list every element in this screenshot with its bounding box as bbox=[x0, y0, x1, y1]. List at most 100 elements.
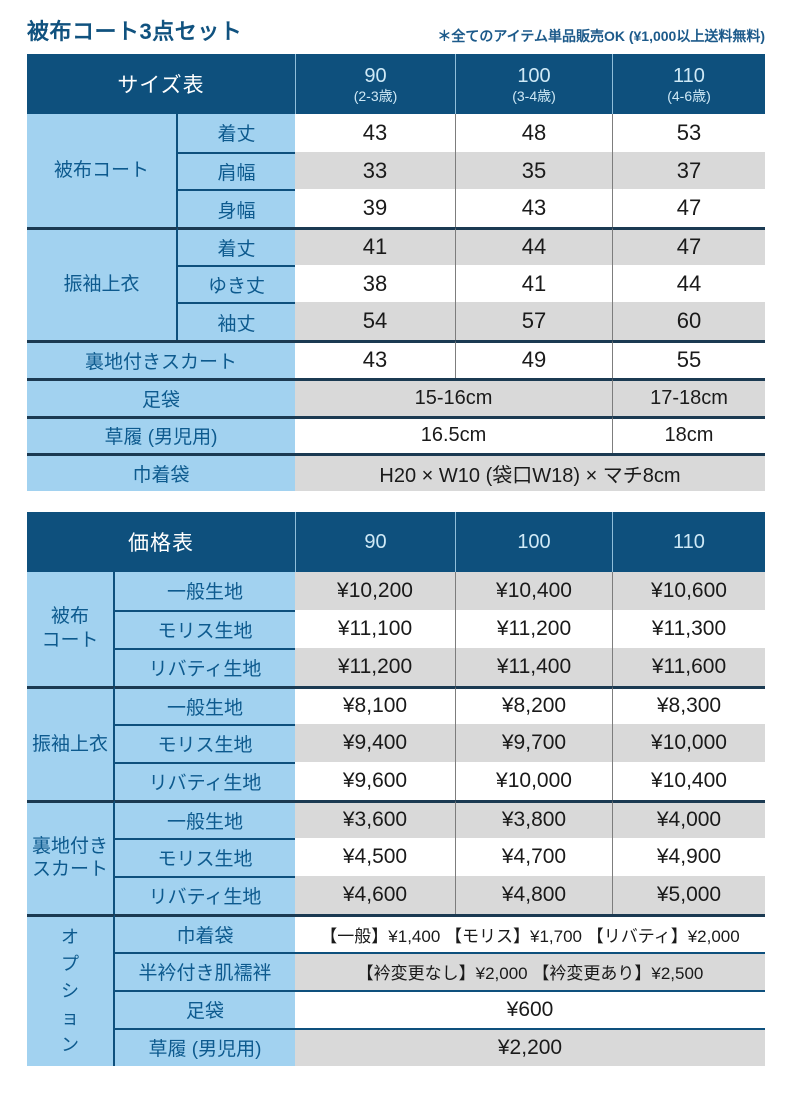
size-row-kinchaku: 巾着袋 H20 × W10 (袋口W18) × マチ8cm bbox=[27, 453, 765, 491]
price-table-title: 価格表 bbox=[128, 531, 194, 555]
price-column-size: 90 bbox=[364, 530, 387, 553]
price-value: ¥4,000 bbox=[612, 799, 765, 838]
size-value: 39 bbox=[295, 189, 455, 228]
option-label: 半衿付き肌襦袢 bbox=[115, 951, 295, 990]
fabric-label: モリス生地 bbox=[115, 723, 295, 762]
row-label: 裏地付きスカート bbox=[27, 340, 295, 378]
page-title: 被布コート3点セット bbox=[27, 19, 243, 44]
size-value: 44 bbox=[455, 227, 612, 265]
size-value: 53 bbox=[612, 114, 765, 152]
fabric-label: 一般生地 bbox=[115, 799, 295, 838]
fabric-label: 一般生地 bbox=[115, 685, 295, 724]
category-line: 振袖上衣 bbox=[31, 733, 108, 755]
row-label: 草履 (男児用) bbox=[27, 415, 295, 454]
price-value: ¥3,600 bbox=[295, 799, 455, 838]
size-value: 33 bbox=[295, 151, 455, 190]
category-cell: 被布コート bbox=[27, 114, 178, 228]
page-header: 被布コート3点セット ＊全てのアイテム単品販売OK (¥1,000以上送料無料) bbox=[27, 14, 765, 46]
price-column-size: 100 bbox=[517, 530, 551, 553]
category-line: 被布 bbox=[50, 606, 89, 628]
sales-note: ＊全てのアイテム単品販売OK (¥1,000以上送料無料) bbox=[437, 28, 765, 44]
price-value: ¥9,400 bbox=[295, 723, 455, 762]
price-value: ¥3,800 bbox=[455, 799, 612, 838]
price-value: ¥10,000 bbox=[612, 723, 765, 762]
price-value: ¥10,400 bbox=[455, 571, 612, 610]
option-value: ¥600 bbox=[295, 989, 765, 1028]
price-section-furisode-top: 振袖上衣 一般生地 ¥8,100 ¥8,200 ¥8,300 モリス生地 ¥9,… bbox=[27, 685, 765, 800]
category-cell: 裏地付き スカート bbox=[27, 799, 115, 914]
price-value: ¥8,200 bbox=[455, 685, 612, 724]
price-section-options: オプション 巾着袋 【一般】¥1,400 【モリス】¥1,700 【リバティ】¥… bbox=[27, 913, 765, 1066]
fabric-label: モリス生地 bbox=[115, 609, 295, 648]
size-value: 35 bbox=[455, 151, 612, 190]
price-column-header-100: 100 bbox=[455, 511, 612, 572]
size-table-header: サイズ表 90 (2-3歳) 100 (3-4歳) 110 (4-6歳) bbox=[27, 54, 765, 114]
row-label: 肩幅 bbox=[178, 151, 295, 190]
size-value: 44 bbox=[612, 264, 765, 303]
category-line: スカート bbox=[31, 859, 108, 881]
size-row-tabi: 足袋 15-16cm 17-18cm bbox=[27, 377, 765, 416]
fabric-label: モリス生地 bbox=[115, 837, 295, 876]
price-value: ¥8,100 bbox=[295, 685, 455, 724]
price-value: ¥11,300 bbox=[612, 609, 765, 648]
fabric-label: リバティ生地 bbox=[115, 647, 295, 686]
price-section-hifu-coat: 被布 コート 一般生地 ¥10,200 ¥10,400 ¥10,600 モリス生地… bbox=[27, 571, 765, 686]
price-section-lined-skirt: 裏地付き スカート 一般生地 ¥3,600 ¥3,800 ¥4,000 モリス生地… bbox=[27, 799, 765, 914]
price-column-header-110: 110 bbox=[612, 511, 765, 572]
option-value: 【一般】¥1,400 【モリス】¥1,700 【リバティ】¥2,000 bbox=[295, 913, 765, 952]
size-value: 43 bbox=[295, 340, 455, 378]
size-value: 17-18cm bbox=[612, 377, 765, 416]
size-column-size: 90 bbox=[364, 64, 387, 87]
price-value: ¥10,400 bbox=[612, 761, 765, 800]
price-column-size: 110 bbox=[673, 530, 705, 553]
row-label: ゆき丈 bbox=[178, 264, 295, 303]
fabric-label: 一般生地 bbox=[115, 571, 295, 610]
merged-size-value: 15-16cm bbox=[295, 377, 612, 416]
size-value: 49 bbox=[455, 340, 612, 378]
price-column-header-90: 90 bbox=[295, 511, 455, 572]
size-row-zori: 草履 (男児用) 16.5cm 18cm bbox=[27, 415, 765, 454]
option-label: 草履 (男児用) bbox=[115, 1027, 295, 1066]
price-value: ¥8,300 bbox=[612, 685, 765, 724]
row-label: 足袋 bbox=[27, 377, 295, 416]
size-table-title: サイズ表 bbox=[117, 74, 205, 97]
size-section-hifu-coat: 被布コート 着丈 43 48 53 肩幅 33 35 37 身幅 39 43 4… bbox=[27, 114, 765, 228]
size-value: 18cm bbox=[612, 415, 765, 454]
price-value: ¥11,200 bbox=[295, 647, 455, 686]
row-label: 巾着袋 bbox=[27, 453, 295, 491]
option-value: ¥2,200 bbox=[295, 1027, 765, 1066]
size-section-furisode-top: 振袖上衣 着丈 41 44 47 ゆき丈 38 41 44 袖丈 54 57 6… bbox=[27, 227, 765, 341]
size-column-size: 100 bbox=[517, 64, 551, 87]
price-table-header: 価格表 90 100 110 bbox=[27, 511, 765, 572]
price-table: 価格表 90 100 110 被布 コート 一般生地 ¥10,200 ¥10,40… bbox=[27, 511, 765, 1066]
size-column-header-100: 100 (3-4歳) bbox=[455, 54, 612, 114]
size-table: サイズ表 90 (2-3歳) 100 (3-4歳) 110 (4-6歳) 被布コ… bbox=[27, 54, 765, 491]
merged-size-value: H20 × W10 (袋口W18) × マチ8cm bbox=[295, 453, 765, 491]
row-label: 着丈 bbox=[178, 227, 295, 265]
size-column-age: (3-4歳) bbox=[512, 87, 556, 104]
size-value: 48 bbox=[455, 114, 612, 152]
category-cell: 振袖上衣 bbox=[27, 685, 115, 800]
category-cell: オプション bbox=[27, 913, 115, 1066]
size-value: 41 bbox=[455, 264, 612, 303]
price-value: ¥10,000 bbox=[455, 761, 612, 800]
size-value: 55 bbox=[612, 340, 765, 378]
row-label: 身幅 bbox=[178, 189, 295, 228]
price-value: ¥11,600 bbox=[612, 647, 765, 686]
category-cell: 被布コート bbox=[27, 571, 115, 686]
category-line: 裏地付き bbox=[31, 835, 108, 857]
size-column-header-90: 90 (2-3歳) bbox=[295, 54, 455, 114]
merged-size-value: 16.5cm bbox=[295, 415, 612, 454]
size-column-size: 110 bbox=[673, 64, 705, 87]
category-cell: 振袖上衣 bbox=[27, 227, 178, 341]
option-label: 足袋 bbox=[115, 989, 295, 1028]
option-value: 【衿変更なし】¥2,000 【衿変更あり】¥2,500 bbox=[295, 951, 765, 990]
size-value: 43 bbox=[455, 189, 612, 228]
row-label: 袖丈 bbox=[178, 302, 295, 341]
size-value: 60 bbox=[612, 302, 765, 341]
size-value: 43 bbox=[295, 114, 455, 152]
size-value: 47 bbox=[612, 227, 765, 265]
size-value: 47 bbox=[612, 189, 765, 228]
price-value: ¥4,800 bbox=[455, 875, 612, 914]
fabric-label: リバティ生地 bbox=[115, 875, 295, 914]
